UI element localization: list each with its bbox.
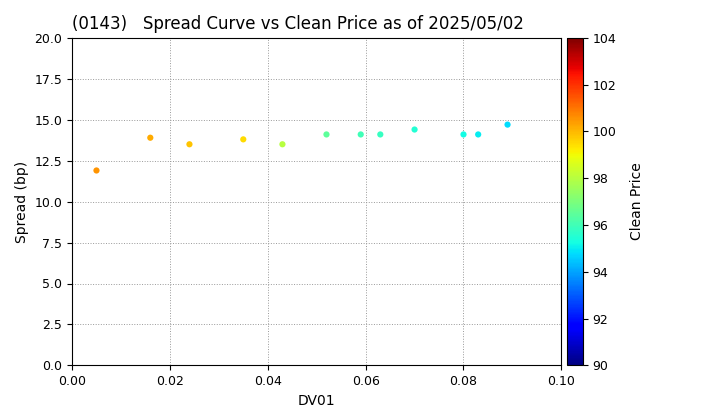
- Point: [276, 141, 288, 147]
- Y-axis label: Spread (bp): Spread (bp): [15, 160, 29, 243]
- Point: [145, 134, 156, 141]
- Point: [472, 131, 484, 138]
- Y-axis label: Clean Price: Clean Price: [631, 163, 644, 241]
- X-axis label: DV01: DV01: [298, 394, 336, 408]
- Point: [458, 131, 469, 138]
- Text: (0143)   Spread Curve vs Clean Price as of 2025/05/02: (0143) Spread Curve vs Clean Price as of…: [72, 16, 524, 34]
- Point: [374, 131, 386, 138]
- Point: [91, 167, 102, 174]
- Point: [238, 136, 249, 143]
- Point: [355, 131, 366, 138]
- Point: [502, 121, 513, 128]
- Point: [320, 131, 332, 138]
- Point: [409, 126, 420, 133]
- Point: [184, 141, 195, 147]
